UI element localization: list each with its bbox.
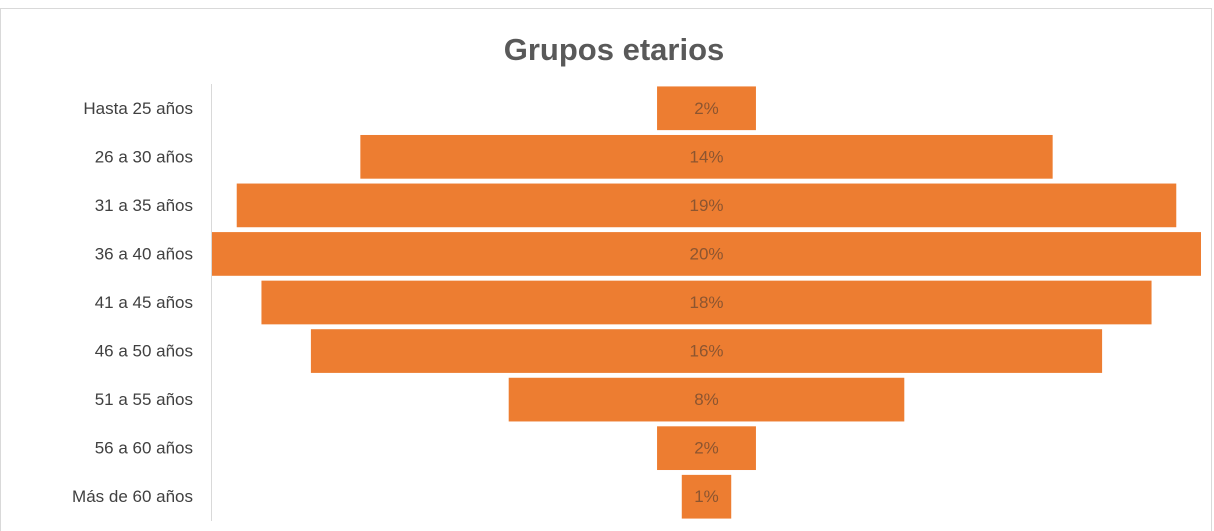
- bar: [657, 86, 756, 131]
- data-label: 16%: [689, 342, 723, 361]
- data-label: 2%: [694, 99, 719, 118]
- bar: [360, 134, 1053, 179]
- bar: [212, 232, 1201, 276]
- data-label: 2%: [694, 439, 719, 458]
- bar: [681, 474, 732, 519]
- bar: [261, 280, 1152, 325]
- category-label: 36 a 40 años: [95, 244, 193, 263]
- category-label: 56 a 60 años: [95, 439, 193, 458]
- category-label: 41 a 45 años: [95, 293, 193, 312]
- category-label: Más de 60 años: [72, 487, 193, 506]
- chart-title: Grupos etarios: [504, 32, 725, 67]
- category-label: 51 a 55 años: [95, 390, 193, 409]
- category-label: 26 a 30 años: [95, 147, 193, 166]
- data-label: 20%: [689, 244, 723, 263]
- data-label: 14%: [689, 147, 723, 166]
- bar: [236, 183, 1177, 228]
- data-label: 19%: [689, 196, 723, 215]
- bar: [508, 377, 905, 422]
- data-label: 8%: [694, 390, 719, 409]
- category-label: 46 a 50 años: [95, 342, 193, 361]
- category-label: 31 a 35 años: [95, 196, 193, 215]
- data-label: 18%: [689, 293, 723, 312]
- bar: [657, 426, 756, 471]
- data-label: 1%: [694, 487, 719, 506]
- category-label: Hasta 25 años: [83, 99, 193, 118]
- bar: [310, 329, 1103, 373]
